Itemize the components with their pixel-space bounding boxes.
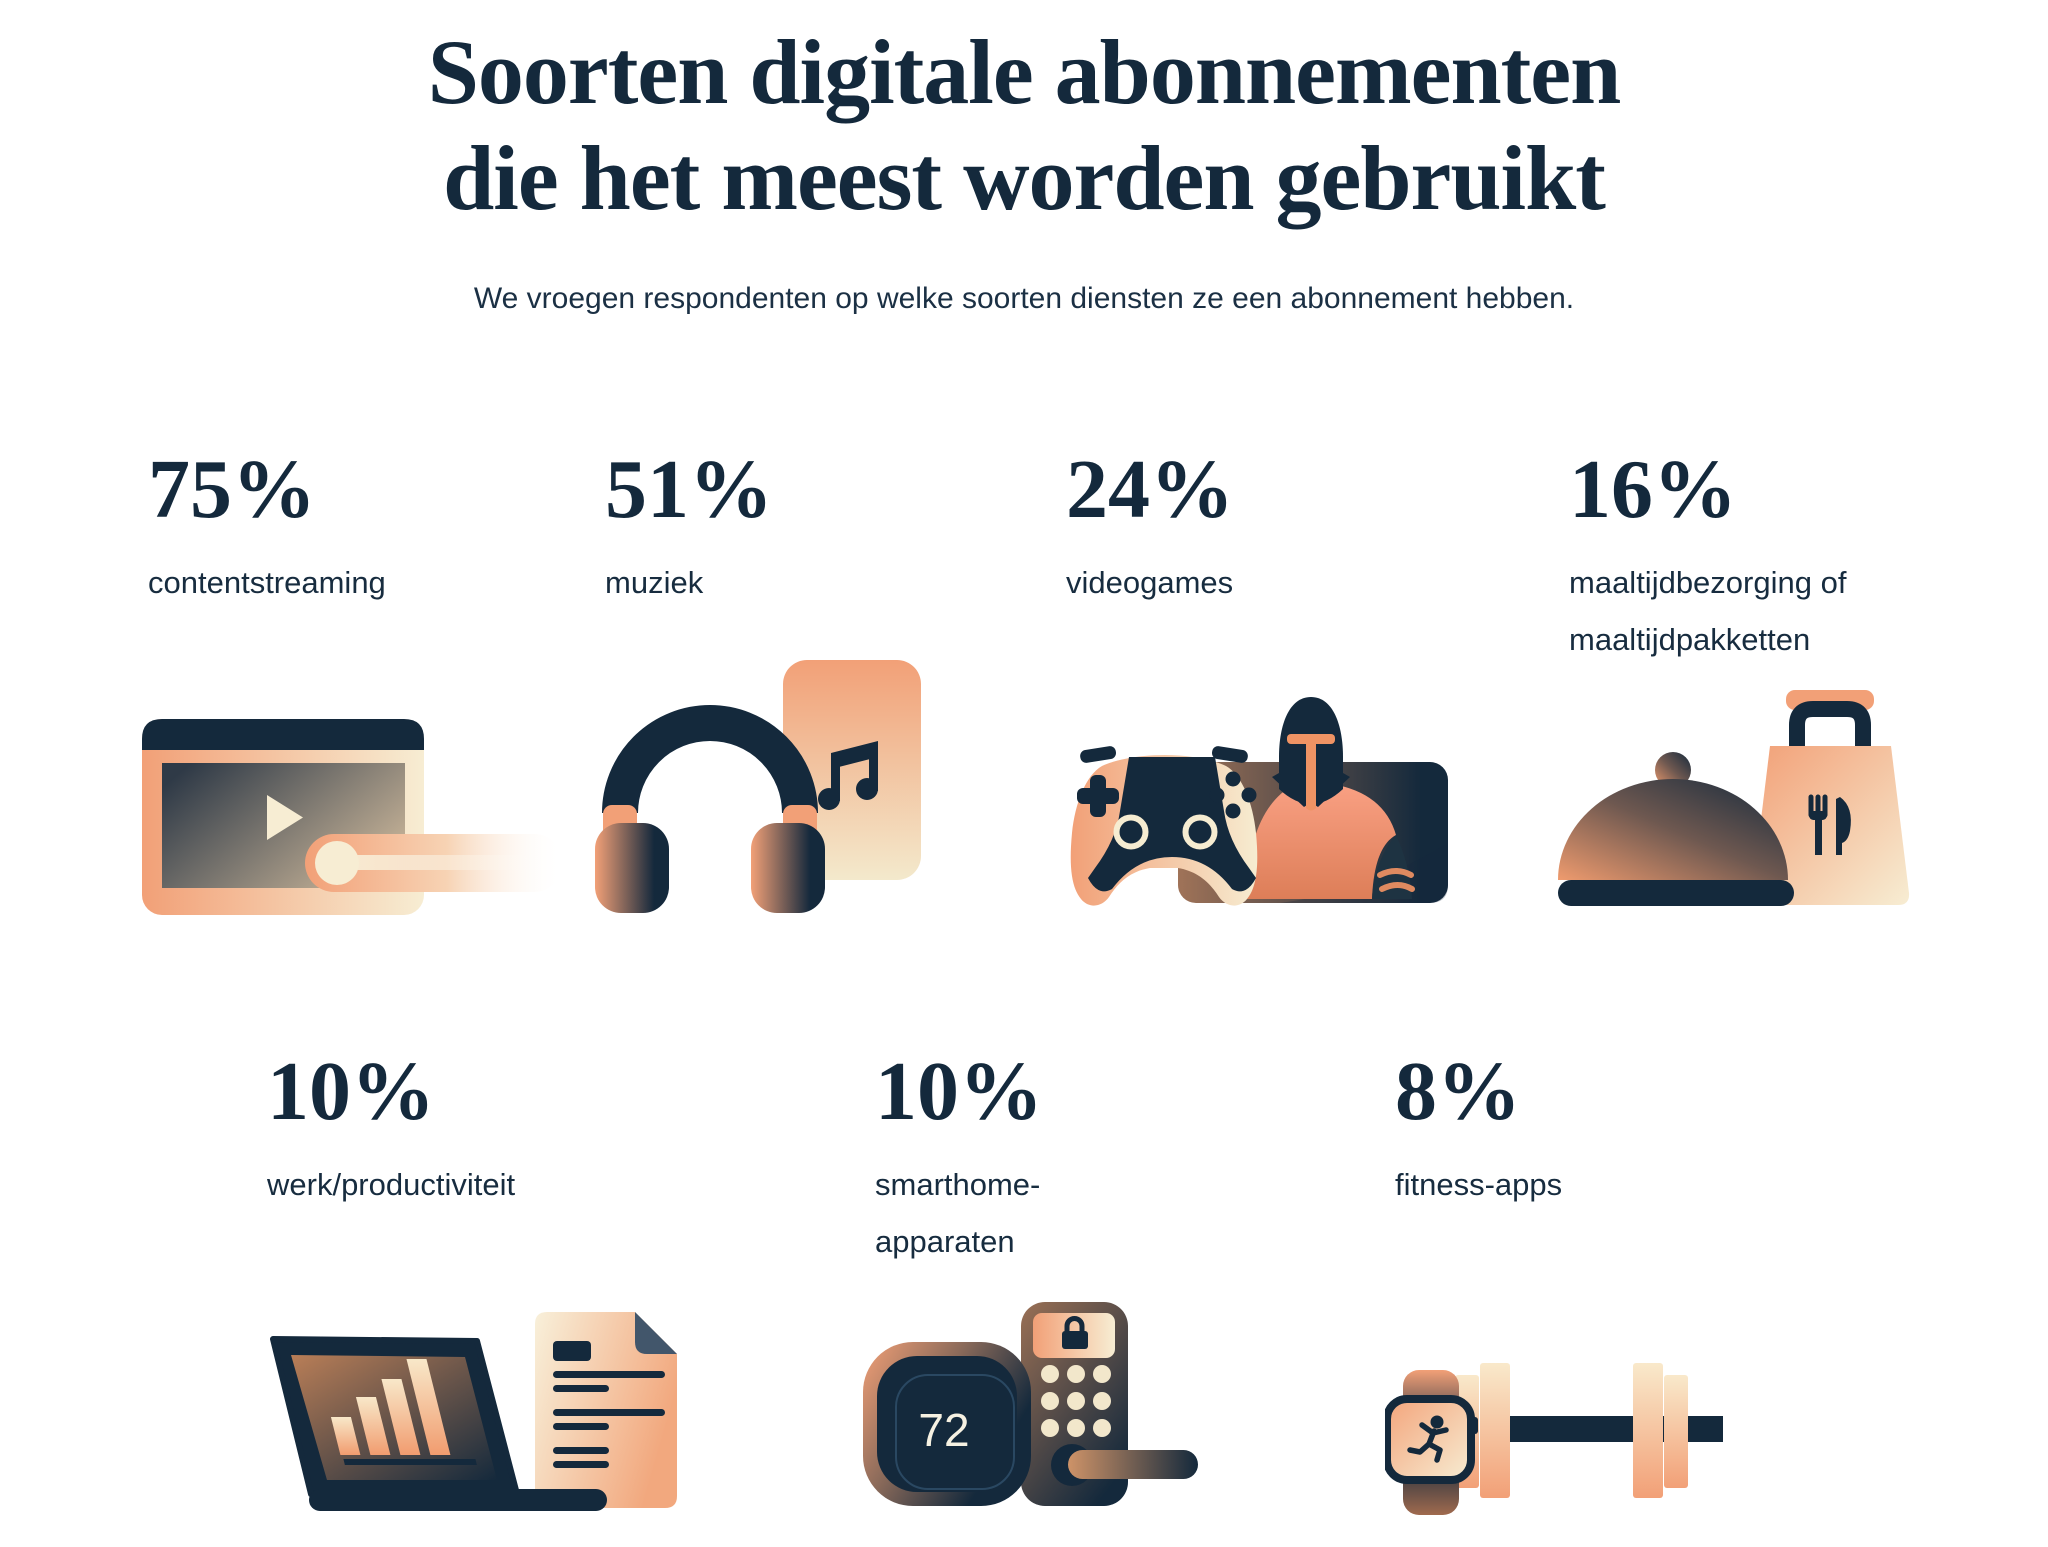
subtitle: We vroegen respondenten op welke soorten…: [473, 282, 1575, 315]
stat-smart-home: 10% smarthome-apparaten: [875, 1050, 1115, 1271]
game-controller-knight-icon: [1070, 697, 1448, 906]
keypad: [1041, 1365, 1111, 1437]
stat-label: werk/productiviteit: [267, 1167, 516, 1202]
laptop-document-icon: [270, 1312, 677, 1511]
action-buttons: [1209, 771, 1257, 819]
headphones-phone-icon: [595, 660, 921, 913]
takeaway-bag-icon: [1751, 690, 1910, 905]
smart-lock-icon: [1021, 1302, 1198, 1506]
fitness-illustration: [1385, 1355, 1735, 1520]
smartwatch-dumbbell-icon: [1385, 1363, 1723, 1515]
play-icon: [267, 795, 303, 840]
video-player-icon: [142, 719, 563, 915]
videogames-illustration: [1050, 685, 1470, 915]
fork-knife-icon: [1808, 794, 1851, 855]
browser-top-bar: [142, 719, 424, 750]
page-title-line2: die het meest worden gebruikt: [443, 126, 1606, 229]
controller-icon: [1070, 746, 1258, 906]
folded-corner: [635, 1312, 677, 1354]
page-title: Soorten digitale abonnementen die het mee…: [0, 20, 2048, 232]
stat-label: videogames: [1066, 565, 1234, 600]
thermostat-temperature: 72: [918, 1404, 969, 1456]
laptop-icon: [270, 1336, 607, 1511]
laptop-base: [309, 1489, 607, 1511]
document-icon: [535, 1312, 677, 1508]
content-streaming-illustration: [140, 700, 570, 930]
stat-value: 10%: [875, 1045, 1043, 1138]
thermostat-lock-icon: 72: [863, 1302, 1198, 1506]
left-stick: [1113, 814, 1149, 850]
work-productivity-illustration: [265, 1305, 685, 1515]
phone-icon: [783, 660, 921, 880]
document-text-lines: [553, 1341, 665, 1468]
stat-label: muziek: [605, 565, 704, 600]
stat-fitness-apps: 8% fitness-apps: [1395, 1050, 1695, 1213]
lock-icon: [1062, 1316, 1088, 1349]
headphones-icon: [595, 705, 825, 913]
knight-character: [1246, 697, 1415, 899]
stat-label: fitness-apps: [1395, 1167, 1563, 1202]
progress-bar: [305, 834, 563, 892]
stat-videogames: 24% videogames: [1066, 448, 1486, 611]
stat-label: contentstreaming: [148, 565, 386, 600]
stat-value: 24%: [1066, 443, 1234, 536]
stat-label: maaltijdbezorging of maaltijdpakketten: [1569, 565, 1847, 658]
stat-content-streaming: 75% contentstreaming: [148, 448, 548, 611]
stat-music: 51% muziek: [605, 448, 1005, 611]
dumbbell-icon: [1455, 1363, 1723, 1498]
runner-icon: [1407, 1415, 1449, 1463]
stat-meal-delivery: 16% maaltijdbezorging of maaltijdpakkett…: [1569, 448, 1909, 669]
bar-chart-icon: [330, 1359, 477, 1465]
stat-work-productivity: 10% werk/productiviteit: [267, 1050, 687, 1213]
stat-value: 51%: [605, 443, 773, 536]
stat-label: smarthome-apparaten: [875, 1167, 1041, 1260]
cloche-icon: [1558, 752, 1794, 906]
music-note-icon: [818, 741, 878, 810]
page-title-line1: Soorten digitale abonnementen: [427, 21, 1622, 123]
stat-value: 10%: [267, 1045, 435, 1138]
right-stick: [1182, 814, 1218, 850]
stat-value: 8%: [1395, 1045, 1521, 1138]
stat-value: 16%: [1569, 443, 1737, 536]
smartwatch-icon: [1385, 1370, 1478, 1515]
meal-delivery-illustration: [1550, 645, 1930, 910]
door-handle: [1051, 1444, 1198, 1486]
thermostat-icon: 72: [863, 1342, 1031, 1506]
cloche-bag-icon: [1558, 690, 1910, 906]
smart-home-illustration: 72: [860, 1295, 1220, 1520]
music-illustration: [595, 655, 935, 915]
stat-value: 75%: [148, 443, 316, 536]
dpad-icon: [1077, 775, 1119, 817]
